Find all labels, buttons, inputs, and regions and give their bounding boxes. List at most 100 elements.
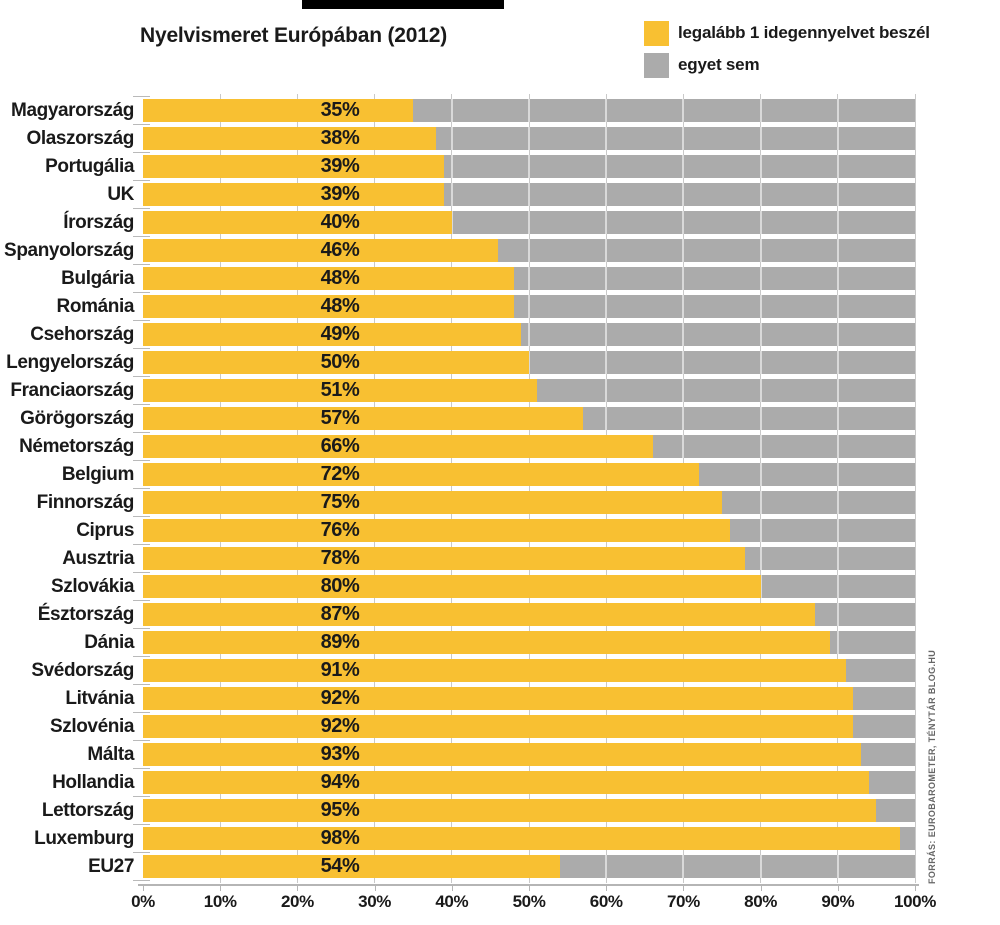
y-tick — [133, 544, 150, 545]
gridline-white — [528, 99, 530, 122]
y-tick — [133, 236, 150, 237]
bar-value-label: 48% — [320, 267, 360, 289]
country-label: Bulgária — [61, 268, 134, 289]
bar-row: Magyarország 35% — [11, 99, 915, 122]
bar-value-label: 95% — [320, 799, 360, 821]
bar-segment-foreign-language — [143, 295, 514, 318]
gridline-white — [528, 267, 530, 290]
legend-item-foreign-language: legalább 1 idegennyelvet beszél — [644, 20, 930, 46]
bar-value-label: 54% — [320, 855, 360, 877]
gridline-white — [605, 127, 608, 150]
country-label: EU27 — [88, 856, 134, 877]
cropped-header-bar — [302, 0, 504, 9]
gridline-white — [605, 295, 608, 318]
gridline-white — [836, 379, 839, 402]
bar-value-label: 76% — [320, 519, 360, 541]
y-tick — [133, 880, 150, 881]
gridline-white — [605, 351, 608, 374]
gridline — [219, 94, 221, 883]
bar-value-label: 98% — [320, 827, 360, 849]
country-label: Portugália — [45, 156, 134, 177]
gridline — [914, 94, 916, 883]
gridline-white — [759, 351, 762, 374]
gridline-white — [836, 351, 839, 374]
country-label: Spanyolország — [4, 240, 134, 261]
bar-value-label: 92% — [320, 715, 360, 737]
y-tick — [133, 348, 150, 349]
bar-value-label: 87% — [320, 603, 360, 625]
bar-value-label: 40% — [320, 211, 360, 233]
bar-segment-foreign-language — [143, 519, 730, 542]
gridline-white — [528, 323, 530, 346]
gridline-white — [836, 631, 839, 654]
bar-segment-foreign-language — [143, 575, 761, 598]
bar-row: Észtország 87% — [38, 603, 915, 626]
gridline-white — [605, 323, 608, 346]
x-tick-label: 70% — [666, 892, 700, 911]
gridline-white — [682, 407, 685, 430]
country-label: Belgium — [61, 464, 135, 485]
bar-row: Németország 66% — [19, 435, 915, 458]
gridline-white — [605, 267, 608, 290]
country-label: Svédország — [31, 660, 134, 681]
gridline-white — [450, 99, 453, 122]
y-tick — [133, 852, 150, 853]
bar-value-label: 92% — [320, 687, 360, 709]
bar-value-label: 94% — [320, 771, 360, 793]
legend-label-foreign-language: legalább 1 idegennyelvet beszél — [678, 23, 930, 42]
y-tick — [133, 320, 150, 321]
legend-swatch-gray-icon — [644, 52, 669, 78]
bar-row: Ciprus 76% — [76, 519, 915, 542]
bar-row: Csehország 49% — [30, 323, 915, 346]
bar-segment-foreign-language — [143, 687, 854, 710]
bar-segment-foreign-language — [143, 323, 522, 346]
legend-label-none: egyet sem — [678, 55, 760, 74]
x-axis-line — [138, 884, 919, 886]
country-label: Szlovénia — [49, 716, 134, 737]
bar-value-label: 50% — [320, 351, 360, 373]
gridline-white — [759, 295, 762, 318]
country-label: Hollandia — [52, 772, 134, 793]
bar-segment-foreign-language — [143, 267, 514, 290]
bar-segment-foreign-language — [143, 603, 815, 626]
bar-segment-foreign-language — [143, 659, 846, 682]
y-tick — [133, 152, 150, 153]
x-tick — [837, 886, 839, 891]
gridline-white — [836, 603, 839, 626]
y-tick — [133, 432, 150, 433]
gridline — [451, 94, 453, 883]
gridline-white — [682, 239, 685, 262]
gridline-white — [528, 127, 530, 150]
bar-value-label: 75% — [320, 491, 360, 513]
bar-row: UK 39% — [107, 183, 915, 206]
bar-segment-foreign-language — [143, 771, 869, 794]
gridline-white — [759, 855, 762, 878]
gridline-white — [836, 239, 839, 262]
gridline-white — [682, 295, 685, 318]
gridline-white — [759, 575, 762, 598]
bar-segment-foreign-language — [143, 547, 746, 570]
gridline-white — [836, 295, 839, 318]
gridline-white — [759, 323, 762, 346]
gridline-white — [528, 295, 530, 318]
country-label: Málta — [87, 744, 134, 765]
gridline-white — [836, 491, 839, 514]
gridline — [837, 94, 839, 883]
gridline-white — [759, 267, 762, 290]
bar-segment-foreign-language — [143, 407, 584, 430]
y-tick — [133, 124, 150, 125]
y-tick — [133, 824, 150, 825]
y-tick — [133, 404, 150, 405]
bar-segment-foreign-language — [143, 155, 445, 178]
bar-segment-foreign-language — [143, 827, 900, 850]
gridline-white — [836, 211, 839, 234]
x-tick — [760, 886, 762, 891]
y-tick — [133, 740, 150, 741]
x-tick-label: 30% — [358, 892, 392, 911]
gridline-white — [528, 211, 530, 234]
gridline-white — [528, 239, 530, 262]
bar-row: Lengyelország 50% — [6, 351, 915, 374]
country-label: Írország — [63, 212, 134, 233]
gridline-white — [605, 379, 608, 402]
country-label: Litvánia — [65, 688, 134, 709]
